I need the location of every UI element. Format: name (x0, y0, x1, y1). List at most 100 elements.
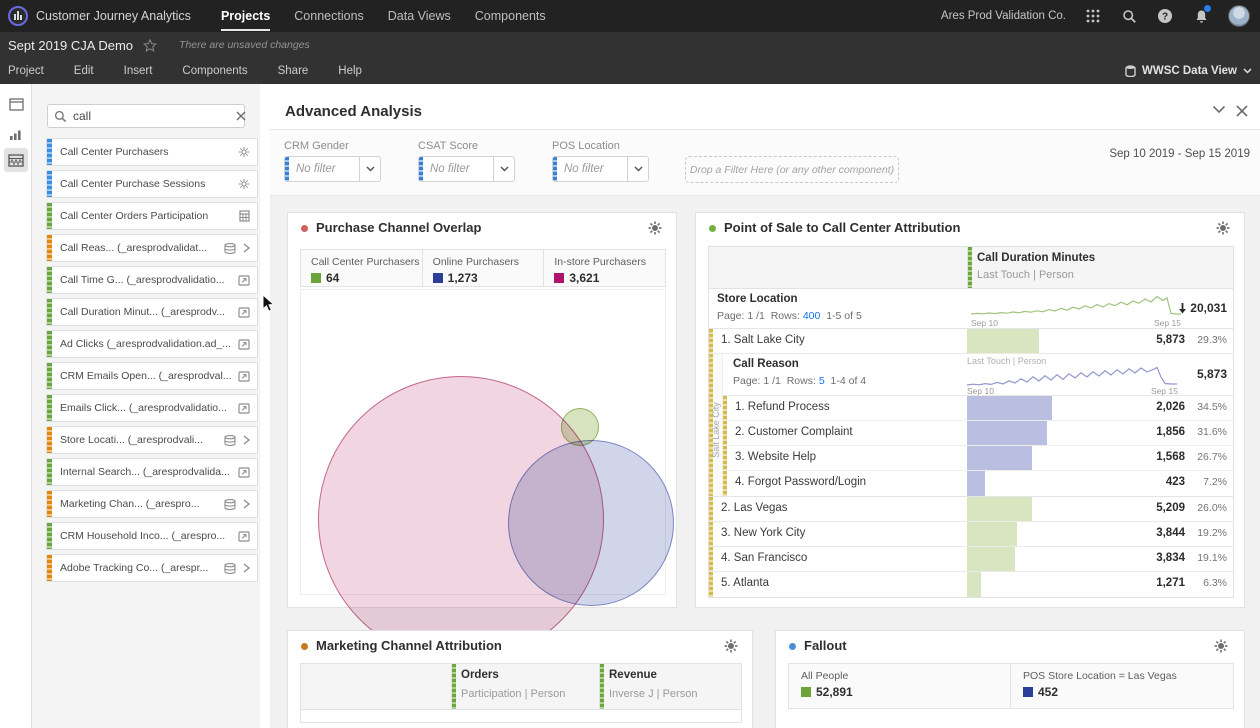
legend-swatch (432, 273, 443, 283)
component-list-item[interactable]: Internal Search... (_aresprodvalida... (46, 458, 258, 486)
calculated-metric-icon (238, 178, 250, 190)
component-color-edge (47, 427, 52, 453)
component-list-item[interactable]: Call Center Purchase Sessions (46, 170, 258, 198)
component-list-item[interactable]: CRM Emails Open... (_aresprodval... (46, 362, 258, 390)
component-color-edge (47, 331, 52, 357)
component-label: CRM Household Inco... (_arespro... (60, 530, 226, 542)
metric-model: Inverse J | Person (609, 688, 698, 700)
table-row-san-francisco[interactable]: 4. San Francisco 3,834 19.1% (709, 547, 1233, 572)
metric-name: Orders (461, 669, 499, 681)
viz-settings-gear-icon[interactable] (1216, 221, 1230, 235)
filter-dropdown-csat-score[interactable]: No filter (418, 156, 515, 182)
pagination: Page: 1 /1 Rows: 5 1-4 of 4 (733, 375, 867, 387)
metric-edge (600, 664, 604, 709)
chevron-down-icon[interactable] (359, 157, 380, 181)
data-view-selector[interactable]: WWSC Data View (1125, 65, 1260, 77)
fallout-step-all-people[interactable]: All People 52,891 (789, 664, 1011, 708)
legend-call-center[interactable]: Call Center Purchasers 64 (301, 250, 423, 286)
favorite-star-icon[interactable] (143, 38, 158, 52)
legend-instore[interactable]: In-store Purchasers 3,621 (554, 256, 646, 285)
table-row-new-york-city[interactable]: 3. New York City 3,844 19.2% (709, 522, 1233, 547)
help-icon[interactable]: ? (1156, 7, 1174, 25)
viz-title[interactable]: Marketing Channel Attribution (316, 638, 502, 653)
viz-settings-gear-icon[interactable] (724, 639, 738, 653)
filter-dropdown-pos-location[interactable]: No filter (552, 156, 649, 182)
chevron-down-icon[interactable] (493, 157, 514, 181)
value-bar (967, 396, 1052, 420)
panel-title: Advanced Analysis (285, 103, 422, 120)
dimension-icon (224, 562, 236, 574)
visualizations-tab-icon[interactable] (4, 122, 28, 146)
component-list-item[interactable]: Call Center Orders Participation (46, 202, 258, 230)
collapse-panel-icon[interactable] (1212, 105, 1226, 117)
viz-settings-gear-icon[interactable] (1214, 639, 1228, 653)
dimension-name[interactable]: Call Reason (733, 358, 799, 370)
component-list-item[interactable]: Call Time G... (_aresprodvalidatio... (46, 266, 258, 294)
table-row-refund-process[interactable]: 1. Refund Process 2,026 34.5% (723, 396, 1233, 421)
menu-help[interactable]: Help (338, 65, 362, 77)
rows-count-link[interactable]: 400 (802, 310, 821, 322)
project-title[interactable]: Sept 2019 CJA Demo (8, 37, 134, 53)
chevron-right-icon[interactable] (243, 435, 250, 445)
component-list-item[interactable]: Ad Clicks (_aresprodvalidation.ad_... (46, 330, 258, 358)
viz-title[interactable]: Fallout (804, 638, 847, 653)
table-row-salt-lake-city[interactable]: 1. Salt Lake City 5,873 29.3% (709, 329, 1233, 354)
chevron-right-icon[interactable] (243, 499, 250, 509)
table-row-customer-complaint[interactable]: 2. Customer Complaint 1,856 31.6% (723, 421, 1233, 446)
viz-title[interactable]: Point of Sale to Call Center Attribution (724, 220, 961, 235)
table-row-atlanta[interactable]: 5. Atlanta 1,271 6.3% (709, 572, 1233, 597)
chevron-right-icon[interactable] (243, 243, 250, 253)
component-list-item[interactable]: Call Center Purchasers (46, 138, 258, 166)
viz-title[interactable]: Purchase Channel Overlap (316, 220, 482, 235)
menu-edit[interactable]: Edit (73, 65, 94, 77)
component-list-item[interactable]: Call Reas... (_aresprodvalidat... (46, 234, 258, 262)
sparkline-green (971, 292, 1181, 318)
components-tab-icon[interactable] (4, 148, 28, 172)
user-avatar[interactable] (1228, 5, 1250, 27)
component-list-item[interactable]: Emails Click... (_aresprodvalidatio... (46, 394, 258, 422)
chevron-right-icon[interactable] (243, 563, 250, 573)
dimension-name[interactable]: Store Location (717, 293, 798, 305)
component-search[interactable] (47, 104, 246, 128)
viz-color-dot (709, 225, 716, 232)
close-panel-icon[interactable] (1236, 105, 1248, 117)
component-list-item[interactable]: Adobe Tracking Co... (_arespr... (46, 554, 258, 582)
database-icon (1125, 65, 1136, 77)
venn-callcenter-circle[interactable] (561, 408, 599, 446)
filter-dropdown-crm-gender[interactable]: No filter (284, 156, 381, 182)
app-switcher-icon[interactable] (1084, 7, 1102, 25)
nav-data-views[interactable]: Data Views (387, 9, 451, 23)
legend-online[interactable]: Online Purchasers 1,273 (423, 250, 545, 286)
component-list-item[interactable]: CRM Household Inco... (_arespro... (46, 522, 258, 550)
panels-tab-icon[interactable] (4, 92, 28, 116)
viz-settings-gear-icon[interactable] (648, 221, 662, 235)
fallout-step-las-vegas[interactable]: POS Store Location = Las Vegas 452 (1023, 670, 1177, 699)
search-input[interactable] (73, 109, 228, 123)
menu-project[interactable]: Project (8, 65, 44, 77)
metric-column-header[interactable]: Call Duration Minutes Last Touch | Perso… (967, 247, 1233, 288)
menu-share[interactable]: Share (277, 65, 309, 77)
component-list-item[interactable]: Store Locati... (_aresprodvali... (46, 426, 258, 454)
nav-projects[interactable]: Projects (220, 0, 271, 32)
metric-model: Last Touch | Person (967, 356, 1047, 366)
org-name[interactable]: Ares Prod Validation Co. (940, 10, 1066, 22)
rows-count-link[interactable]: 5 (818, 375, 825, 387)
table-row-las-vegas[interactable]: 2. Las Vegas 5,209 26.0% (709, 497, 1233, 522)
table-row-forgot-password[interactable]: 4. Forgot Password/Login 423 7.2% (723, 471, 1233, 496)
metric-column-orders[interactable]: Orders Participation | Person (451, 664, 599, 709)
venn-online-circle[interactable] (508, 440, 674, 606)
search-icon[interactable] (1120, 7, 1138, 25)
notifications-bell-icon[interactable] (1192, 5, 1211, 25)
date-range[interactable]: Sep 10 2019 - Sep 15 2019 (1109, 148, 1250, 160)
nav-components[interactable]: Components (474, 9, 546, 23)
table-row-website-help[interactable]: 3. Website Help 1,568 26.7% (723, 446, 1233, 471)
clear-search-icon[interactable] (236, 111, 246, 121)
component-list-item[interactable]: Call Duration Minut... (_aresprodv... (46, 298, 258, 326)
chevron-down-icon[interactable] (627, 157, 648, 181)
menu-insert[interactable]: Insert (123, 65, 153, 77)
filter-drop-zone[interactable]: Drop a Filter Here (or any other compone… (685, 156, 899, 183)
nav-connections[interactable]: Connections (294, 9, 364, 23)
menu-components[interactable]: Components (182, 65, 248, 77)
metric-column-revenue[interactable]: Revenue Inverse J | Person (599, 664, 741, 709)
component-list-item[interactable]: Marketing Chan... (_arespro... (46, 490, 258, 518)
